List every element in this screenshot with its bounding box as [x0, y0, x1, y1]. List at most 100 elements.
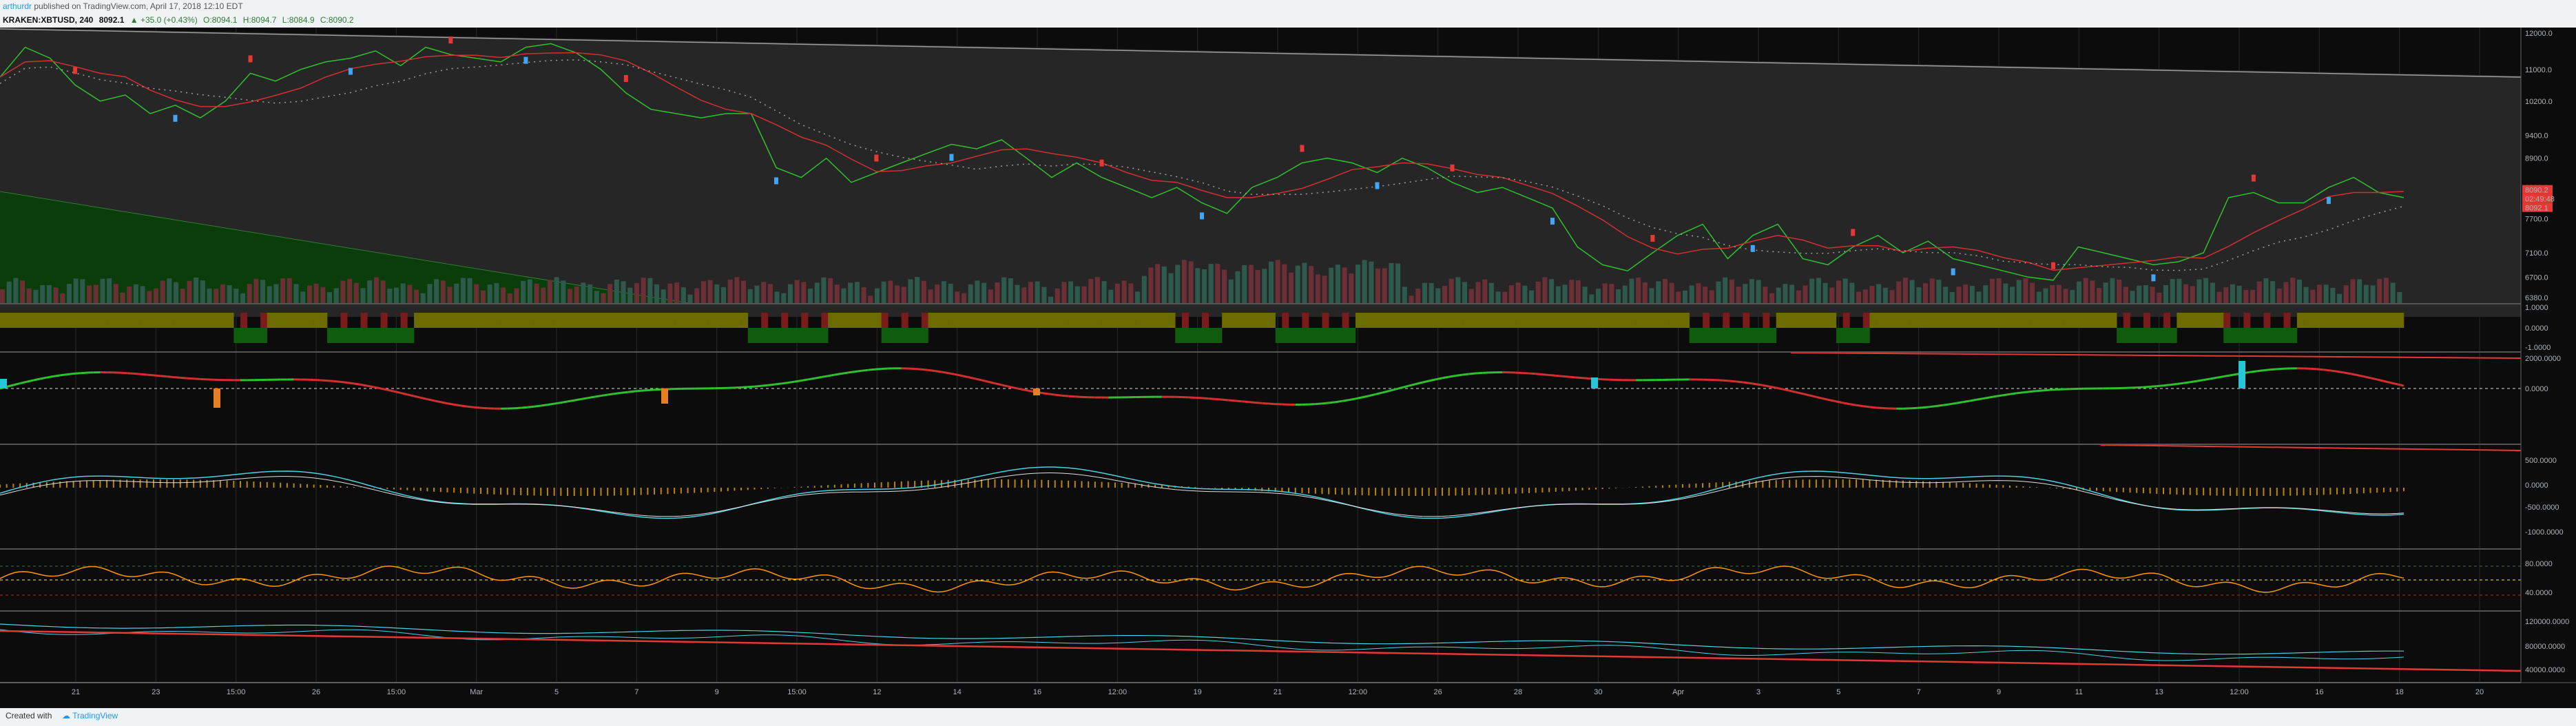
volume-bar: [2056, 284, 2061, 303]
volume-bar: [588, 284, 593, 303]
oscillator-bar: [821, 313, 829, 328]
osc2-segment: [194, 377, 200, 380]
volume-bar: [741, 280, 747, 303]
oscillator-1-pane[interactable]: [0, 313, 2404, 343]
oscillator-bar: [1956, 313, 1964, 328]
oscillator-bar: [767, 328, 775, 343]
oscillator-bar: [93, 313, 101, 328]
oscillator-bar: [674, 313, 682, 328]
oscillator-bar: [1101, 313, 1109, 328]
oscillator-bar: [1989, 313, 1997, 328]
oscillator-bar: [1309, 328, 1316, 343]
oscillator-bar: [454, 313, 461, 328]
osc2-segment: [413, 395, 422, 399]
oscillator-bar: [2243, 328, 2251, 343]
volume-bar: [1822, 282, 1828, 303]
volume-bar: [2150, 287, 2155, 303]
oscillator-bar: [1395, 313, 1403, 328]
volume-bar: [1168, 273, 1174, 303]
osc2-segment: [1422, 380, 1429, 384]
osc2-segment: [2177, 382, 2184, 385]
oscillator-bar: [1442, 313, 1449, 328]
oscillator-bar: [460, 313, 468, 328]
oscillator-bar: [1662, 313, 1670, 328]
volume-bar: [674, 282, 680, 303]
osc2-segment: [353, 382, 361, 386]
macd-pane[interactable]: [0, 444, 2522, 519]
oscillator-bar: [1268, 313, 1276, 328]
volume-bar: [1763, 287, 1768, 303]
oscillator-bar: [2143, 313, 2150, 328]
volume-bar: [1468, 289, 1474, 303]
oscillator-bar: [962, 313, 968, 328]
oscillator-bar: [187, 313, 194, 328]
price-pane[interactable]: [0, 28, 2522, 317]
oscillator-bar: [1041, 313, 1049, 328]
oscillator-bar: [841, 313, 849, 328]
oscillator-bar: [300, 313, 308, 328]
oscillator-bar: [861, 313, 869, 328]
volume-bar: [367, 280, 373, 303]
time-axis[interactable]: 21 23 15:00 26 15:00 Mar 5 7 9 15:00 12 14 16 12:00 19…: [0, 682, 2576, 696]
volume-bar: [1669, 282, 1674, 303]
osc2-segment: [1309, 403, 1316, 406]
volume-bar: [1909, 280, 1915, 303]
osc2-segment: [326, 380, 334, 382]
volume-bar: [1215, 263, 1221, 303]
price-label: 02:49:48: [2525, 196, 2555, 204]
volume-bar: [247, 284, 252, 303]
oscillator-bar: [0, 313, 7, 328]
osc2-tick: 2000.0000: [2525, 355, 2561, 363]
price-axis[interactable]: 12000.011000.010200.09400.08900.08300.08…: [2520, 28, 2576, 708]
oscillator-bar: [467, 313, 475, 328]
buy-marker: [1200, 212, 1204, 220]
osc2-bar: [661, 388, 668, 404]
osc2-bar: [1591, 377, 1598, 388]
oscillator-bar: [214, 313, 221, 328]
volume-bar: [2023, 278, 2028, 303]
oscillator-bar: [1709, 328, 1716, 343]
oscillator-bar: [2170, 328, 2177, 343]
volume-line-pane[interactable]: [0, 623, 2522, 672]
volume-bar: [1309, 266, 1314, 303]
osc2-segment: [1756, 383, 1763, 386]
osc2-segment: [2029, 390, 2037, 393]
oscillator-bar: [1188, 328, 1196, 343]
osc2-segment: [1769, 385, 1777, 389]
osc2-segment: [2350, 373, 2358, 376]
oscillator-bar: [2177, 313, 2184, 328]
volume-bar: [1535, 281, 1541, 303]
osc2-segment: [574, 398, 581, 402]
chart-area[interactable]: 12000.011000.010200.09400.08900.08300.08…: [0, 28, 2576, 708]
oscillator-bar: [1683, 313, 1690, 328]
volume-bar: [1929, 278, 1935, 303]
volume-bar: [327, 292, 333, 303]
oscillator-bar: [1842, 313, 1850, 328]
volume-bar: [681, 287, 686, 303]
author-link[interactable]: arthurdr: [3, 1, 32, 11]
rsi-pane[interactable]: [0, 566, 2521, 596]
oscillator-bar: [180, 313, 187, 328]
volume-bar: [1602, 283, 1608, 303]
oscillator-bar: [153, 313, 160, 328]
oscillator-bar: [1856, 328, 1864, 343]
osc2-segment: [1228, 399, 1236, 402]
osc2-segment: [988, 380, 995, 385]
channel-top-line: [0, 28, 2522, 78]
oscillator-bar: [400, 313, 408, 328]
volume-bar: [1562, 284, 1568, 303]
volume-bar: [634, 283, 639, 303]
volume-bar: [554, 277, 559, 303]
volume-bar: [167, 278, 172, 303]
volume-bar: [460, 278, 466, 303]
volume-bar: [414, 289, 419, 303]
tradingview-logo-link[interactable]: ☁ TradingView: [62, 711, 118, 720]
oscillator-bar: [921, 328, 928, 343]
oscillator-bar: [667, 313, 675, 328]
oscillator-2-pane[interactable]: [0, 352, 2522, 410]
osc2-segment: [1822, 397, 1830, 402]
oscillator-bar: [1161, 313, 1169, 328]
volume-bar: [921, 280, 926, 303]
oscillator-bar: [1262, 313, 1269, 328]
oscillator-bar: [1495, 313, 1503, 328]
